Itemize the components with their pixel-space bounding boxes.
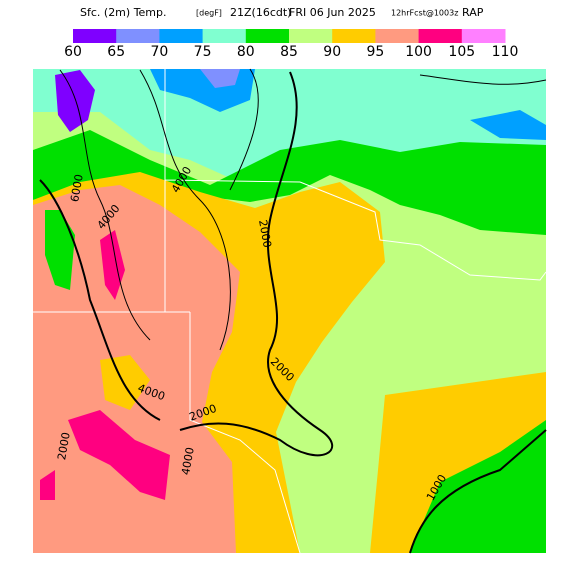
contour-label: 2000 (256, 219, 274, 249)
colorbar-label: 105 (448, 44, 475, 60)
contour-label: 2000 (55, 431, 73, 461)
title-valid: 21Z(16cdt) (230, 6, 291, 19)
title-date: FRI 06 Jun 2025 (289, 6, 376, 19)
colorbar-swatch (332, 29, 376, 43)
colorbar-swatch (289, 29, 333, 43)
region-90-mtn (100, 355, 150, 410)
colorbar-swatch (461, 29, 506, 43)
colorbar-label: 85 (280, 44, 298, 60)
contour-label: 4000 (179, 446, 197, 476)
colorbar-swatch (245, 29, 290, 43)
colorbar-swatch (159, 29, 204, 43)
region-80-east (410, 420, 546, 553)
colorbar-swatch (418, 29, 463, 43)
colorbar-label: 100 (405, 44, 432, 60)
colorbar-label: 75 (194, 44, 212, 60)
colorbar-swatch (116, 29, 160, 43)
contour-lines (59, 68, 547, 351)
region-80 (33, 130, 546, 235)
colorbar-label: 80 (237, 44, 255, 60)
title: Sfc. (2m) Temp. [degF] 21Z(16cdt) FRI 06… (80, 6, 484, 19)
title-model: RAP (462, 6, 484, 19)
region-100 (40, 230, 170, 500)
colorbar-label: 70 (150, 44, 168, 60)
title-forecast: 12hrFcst@1003z (391, 9, 458, 18)
map-field: 6000 4000 4000 2000 4000 2000 2000 2000 … (33, 68, 547, 554)
region-60 (55, 70, 95, 132)
colorbar-label: 60 (64, 44, 82, 60)
contour-lines-major (39, 71, 547, 554)
colorbar-swatch (73, 29, 117, 43)
colorbar-label: 110 (492, 44, 519, 60)
colorbar-swatch (375, 29, 420, 43)
region-80-mtn (45, 210, 75, 290)
region-65 (200, 69, 240, 88)
colorbar-label: 65 (107, 44, 125, 60)
title-field: Sfc. (2m) Temp. (80, 6, 167, 19)
region-70 (150, 69, 546, 140)
title-units: [degF] (196, 9, 222, 18)
state-borders (33, 69, 547, 554)
colorbar-label: 90 (323, 44, 341, 60)
colorbar-swatch (202, 29, 247, 43)
colorbar-label: 95 (366, 44, 384, 60)
contour-label: 6000 (68, 173, 86, 203)
colorbar: 60 65 70 75 80 85 90 95 100 105 110 (64, 29, 518, 60)
